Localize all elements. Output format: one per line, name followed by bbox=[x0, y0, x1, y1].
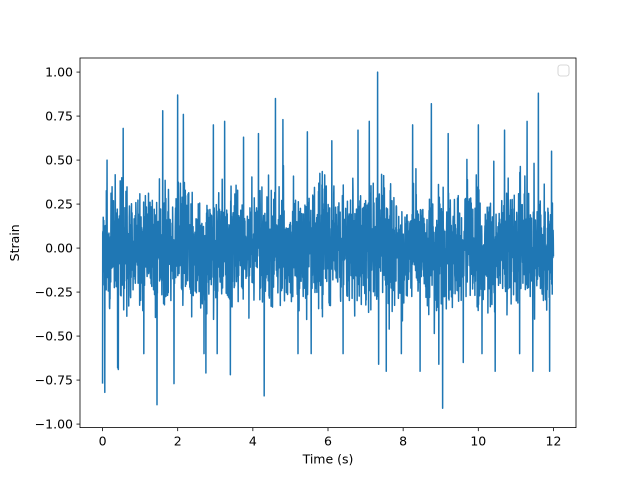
x-tick-label: 0 bbox=[99, 434, 107, 449]
strain-series-line bbox=[101, 71, 555, 409]
x-axis-label: Time (s) bbox=[302, 452, 354, 467]
x-tick-label: 6 bbox=[324, 434, 332, 449]
series-layer bbox=[101, 71, 555, 409]
x-tick-label: 10 bbox=[470, 434, 486, 449]
y-tick-label: 1.00 bbox=[45, 65, 73, 80]
y-tick-label: 0.25 bbox=[45, 197, 73, 212]
y-tick-label: −0.75 bbox=[35, 373, 73, 388]
y-tick-label: 0.75 bbox=[45, 109, 73, 124]
y-tick-label: 0.00 bbox=[45, 241, 73, 256]
x-tick-label: 8 bbox=[399, 434, 407, 449]
x-tick-label: 12 bbox=[546, 434, 562, 449]
y-tick-label: −0.25 bbox=[35, 285, 73, 300]
legend-box bbox=[557, 64, 570, 77]
y-axis-label: Strain bbox=[7, 224, 22, 261]
y-tick-label: 0.50 bbox=[45, 153, 73, 168]
x-tick-label: 2 bbox=[174, 434, 182, 449]
x-tick-label: 4 bbox=[249, 434, 257, 449]
axes-layer: 0 2 4 6 8 10 12 −1.00 −0.75 −0.50 −0.25 0.00 0.25 0.5… bbox=[35, 57, 577, 449]
y-tick-label: −1.00 bbox=[35, 417, 73, 432]
y-tick-label: −0.50 bbox=[35, 329, 73, 344]
